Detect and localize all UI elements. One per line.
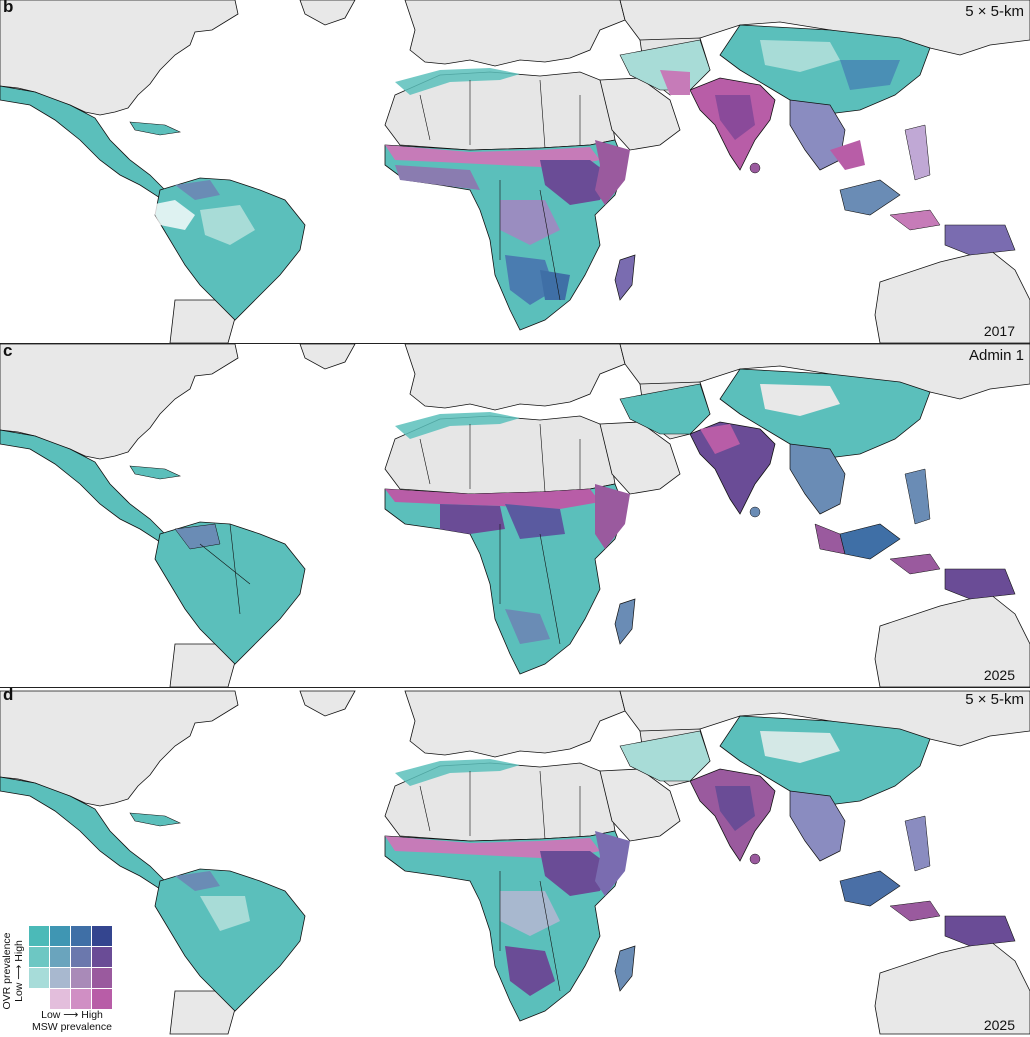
- year-label: 2017: [984, 322, 1015, 340]
- year-label: 2025: [984, 666, 1015, 684]
- panel-letter: d: [3, 687, 13, 705]
- map-panel-d: d 5 × 5-km 2025: [0, 687, 1030, 1037]
- world-map-d: [0, 688, 1030, 1037]
- legend-cell: [49, 988, 71, 1010]
- legend-cell: [28, 967, 50, 989]
- world-map-b: [0, 0, 1030, 343]
- legend-cell: [70, 946, 92, 968]
- legend-y-scale: Low ⟶ High: [13, 928, 25, 1014]
- legend-x-scale: Low ⟶ High: [22, 1009, 122, 1021]
- panel-letter: b: [3, 0, 13, 17]
- legend-cell: [91, 946, 113, 968]
- map-panel-b: b 5 × 5-km 2017: [0, 0, 1030, 343]
- legend-cell: [49, 946, 71, 968]
- year-label: 2025: [984, 1016, 1015, 1034]
- legend-y-label: OVR prevalence Low ⟶ High: [1, 928, 25, 1014]
- legend-cell: [28, 925, 50, 947]
- legend-cell: [49, 925, 71, 947]
- legend-cell: [91, 967, 113, 989]
- legend-cell: [91, 925, 113, 947]
- legend-cell: [70, 925, 92, 947]
- legend-cell: [91, 988, 113, 1010]
- resolution-label: Admin 1: [969, 347, 1024, 365]
- legend-x-label: Low ⟶ High MSW prevalence: [22, 1009, 122, 1033]
- panel-letter: c: [3, 343, 12, 361]
- legend-y-title: OVR prevalence: [1, 928, 13, 1014]
- bivariate-legend: OVR prevalence Low ⟶ High Low ⟶ High MSW…: [4, 915, 124, 1033]
- legend-color-grid: [28, 925, 112, 1009]
- legend-cell: [70, 967, 92, 989]
- legend-cell: [70, 988, 92, 1010]
- world-map-c: [0, 344, 1030, 687]
- resolution-label: 5 × 5-km: [965, 3, 1024, 21]
- map-panel-c: c Admin 1 2025: [0, 343, 1030, 687]
- resolution-label: 5 × 5-km: [965, 691, 1024, 709]
- legend-cell: [28, 946, 50, 968]
- legend-cell: [28, 988, 50, 1010]
- legend-cell: [49, 967, 71, 989]
- legend-x-title: MSW prevalence: [22, 1021, 122, 1033]
